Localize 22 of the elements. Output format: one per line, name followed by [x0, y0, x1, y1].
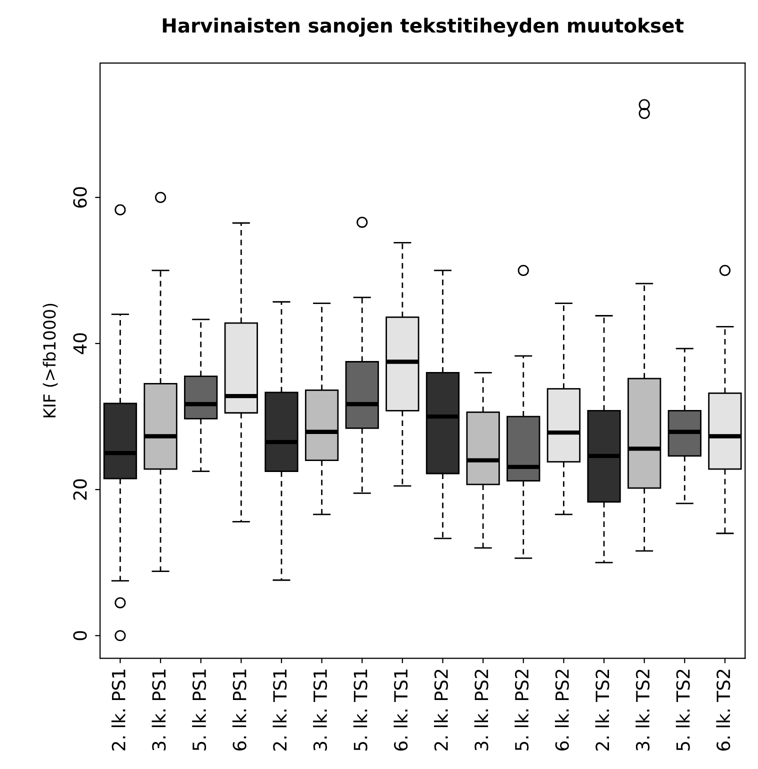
- x-tick-label: 3. lk. TS2: [636, 670, 650, 750]
- x-tick-label: 6. lk. TS2: [716, 670, 730, 751]
- x-tick-label: 3. lk. TS1: [313, 670, 328, 750]
- y-tick-label: 20: [73, 479, 87, 500]
- x-tick-label: 3. lk. PS1: [152, 670, 166, 750]
- x-tick-label: 6. lk. TS1: [394, 670, 408, 751]
- y-axis-title: KIF (>fb1000): [42, 304, 58, 418]
- x-tick-label: 5. lk. TS2: [676, 670, 690, 750]
- y-tick-label: 0: [73, 631, 87, 640]
- y-tick-label: 40: [73, 333, 87, 354]
- x-tick-label: 2. lk. TS1: [272, 670, 287, 751]
- x-tick-label: 5. lk. TS1: [353, 670, 368, 750]
- x-tick-label: 2. lk. TS2: [595, 670, 610, 751]
- x-tick-label: 2. lk. PS1: [111, 670, 126, 750]
- chart-title: Harvinaisten sanojen tekstitiheyden muutokset: [162, 18, 684, 37]
- x-tick-label: 5. lk. PS2: [514, 670, 529, 750]
- x-tick-label: 2. lk. PS2: [434, 670, 448, 750]
- x-tick-label: 6. lk. PS1: [232, 670, 246, 750]
- x-tick-label: 6. lk. PS2: [554, 670, 569, 750]
- y-tick-label: 60: [73, 187, 87, 208]
- x-tick-label: 3. lk. PS2: [474, 670, 488, 750]
- x-tick-label: 5. lk. PS1: [192, 670, 206, 750]
